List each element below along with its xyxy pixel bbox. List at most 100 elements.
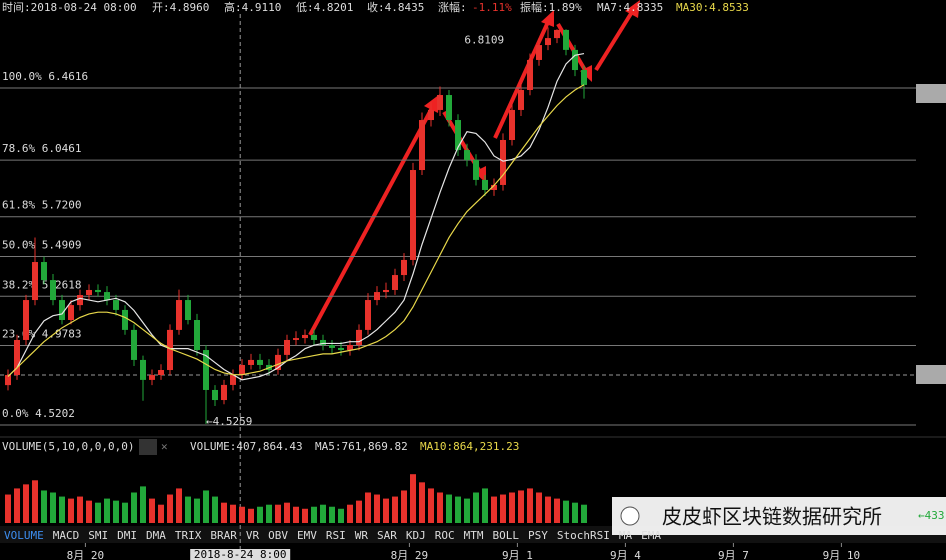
volume-bar [14, 488, 20, 523]
toolbar-item[interactable]: VR [246, 529, 260, 542]
candle-body [401, 259, 407, 276]
toolbar-item[interactable]: MA [619, 529, 633, 542]
candle-body [167, 329, 173, 371]
candle-body [410, 170, 416, 260]
ma-line [7, 84, 585, 377]
watermark-text: 皮皮虾区块链数据研究所 [662, 505, 882, 529]
volume-bar [320, 504, 326, 523]
volume-title: VOLUME(5,10,0,0,0,0) [2, 440, 134, 453]
volume-bar [149, 498, 155, 523]
candle-body [257, 359, 263, 365]
header-ma30: MA30:4.8533 [676, 1, 749, 14]
header-open: 开:4.8960 [152, 1, 209, 14]
volume-bar [482, 488, 488, 523]
candle-body [185, 300, 191, 321]
candle-body [68, 305, 74, 321]
toolbar-item[interactable]: OBV [268, 529, 288, 542]
candle-body [221, 384, 227, 401]
fib-label: 61.8% 5.7200 [2, 199, 81, 212]
header-close: 收:4.8435 [367, 0, 424, 14]
toolbar-item[interactable]: SMI [88, 529, 108, 542]
toolbar-item[interactable]: TRIX [175, 529, 202, 542]
toolbar-item[interactable]: MTM [464, 529, 484, 542]
volume-bar [239, 506, 245, 523]
toolbar-item[interactable]: DMA [146, 529, 166, 542]
volume-bar [140, 486, 146, 523]
candle-body [14, 339, 20, 376]
candle-body [149, 375, 155, 380]
volume-bar [131, 492, 137, 523]
candle-body [50, 280, 56, 301]
toolbar-item[interactable]: BOLL [493, 529, 520, 542]
volume-bar [536, 492, 542, 523]
volume-bar [383, 498, 389, 523]
candle-body [230, 375, 236, 385]
toolbar-item[interactable]: PSY [528, 529, 548, 542]
volume-bar [329, 506, 335, 523]
volume-bar [5, 494, 11, 523]
volume-bar [374, 494, 380, 523]
toolbar-item[interactable]: StochRSI [557, 529, 610, 542]
candle-body [482, 179, 488, 190]
volume-bar [500, 494, 506, 523]
toolbar-item[interactable]: DMI [117, 529, 137, 542]
volume-bar [473, 492, 479, 523]
price-tag [916, 84, 946, 103]
candle-body [365, 300, 371, 330]
toolbar-item[interactable]: SAR [377, 529, 397, 542]
toolbar-item[interactable]: ROC [435, 529, 455, 542]
candle-body [32, 262, 38, 301]
fib-label: 50.0% 5.4909 [2, 238, 81, 251]
candle-body [140, 359, 146, 380]
candle-body [203, 350, 209, 390]
crosshair-time-bg [190, 549, 291, 560]
toolbar-item[interactable]: VOLUME [4, 529, 44, 542]
toolbar-item[interactable]: RSI [326, 529, 346, 542]
volume-bar [203, 490, 209, 523]
candle-body [122, 309, 128, 330]
volume-bar [365, 492, 371, 523]
toolbar-item[interactable]: KDJ [406, 529, 426, 542]
candle-body [41, 262, 47, 281]
volume-bar [509, 492, 515, 523]
volume-bar [113, 500, 119, 523]
candle-body [158, 370, 164, 376]
x-tick-label: 9月 10 [823, 549, 861, 560]
candle-body [392, 275, 398, 290]
toolbar-item[interactable]: MACD [53, 529, 80, 542]
candle-body [545, 38, 551, 46]
candle-body [491, 184, 497, 190]
toolbar-item[interactable]: BRAR [210, 529, 237, 542]
toolbar-item[interactable]: EMA [641, 529, 661, 542]
volume-bar [491, 496, 497, 523]
header-change: -1.11% [472, 1, 512, 14]
volume-bar [284, 502, 290, 523]
candle-body [329, 345, 335, 348]
volume-bar [248, 508, 254, 523]
watermark-side: ←433 [918, 509, 945, 522]
watermark-bg [612, 497, 946, 535]
volume-bar [194, 498, 200, 523]
volume-bar [455, 496, 461, 523]
candle-body [284, 339, 290, 355]
candle-body [302, 334, 308, 339]
candle-body [212, 389, 218, 401]
candle-body [536, 45, 542, 60]
volume-bar [410, 474, 416, 523]
toolbar-item[interactable]: WR [355, 529, 369, 542]
extreme-label: ←4.5259 [206, 415, 252, 428]
close-button[interactable]: ✕ [161, 440, 168, 453]
volume-bar [347, 504, 353, 523]
fib-label: 38.2% 5.2618 [2, 278, 81, 291]
volume-bar [545, 496, 551, 523]
candle-body [518, 89, 524, 110]
candle-body [86, 289, 92, 296]
volume-ma10: MA10:864,231.23 [420, 440, 519, 453]
volume-bar [527, 488, 533, 523]
toolbar-item[interactable]: EMV [297, 529, 317, 542]
volume-bar [518, 490, 524, 523]
candle-body [293, 338, 299, 340]
settings-button[interactable] [139, 439, 157, 455]
candle-body [320, 339, 326, 346]
